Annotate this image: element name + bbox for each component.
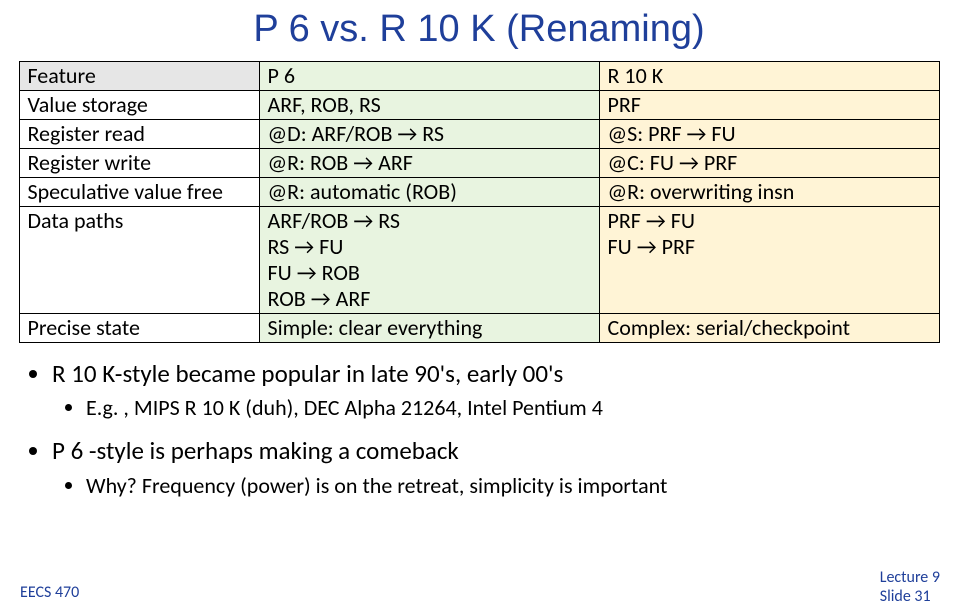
bullet-list: R 10 K-style became popular in late 90's… <box>18 357 940 502</box>
feature-cell: Register write <box>19 148 259 177</box>
table-row: Value storage ARF, ROB, RS PRF <box>19 90 939 119</box>
comparison-table: Feature P 6 R 10 K Value storage ARF, RO… <box>19 61 940 343</box>
table-row: Register write @R: ROB → ARF @C: FU → PR… <box>19 148 939 177</box>
r10k-cell: @R: overwriting insn <box>599 177 939 206</box>
bullet-text: R 10 K-style became popular in late 90's… <box>52 358 563 389</box>
bullet-item: P 6 -style is perhaps making a comeback … <box>52 434 940 502</box>
footer-lecture: Lecture 9 <box>880 569 940 587</box>
col-header-r10k: R 10 K <box>599 62 939 91</box>
r10k-cell: Complex: serial/checkpoint <box>599 313 939 342</box>
table-row: Feature P 6 R 10 K <box>19 62 939 91</box>
p6-cell: Simple: clear everything <box>259 313 599 342</box>
r10k-cell: @S: PRF → FU <box>599 119 939 148</box>
footer-slide-number: Slide 31 <box>880 588 940 606</box>
slide-title: P 6 vs. R 10 K (Renaming) <box>18 8 940 51</box>
table-row: Data paths ARF/ROB → RS RS → FU FU → ROB… <box>19 206 939 313</box>
p6-cell: @R: ROB → ARF <box>259 148 599 177</box>
footer-course: EECS 470 <box>20 583 79 602</box>
col-header-p6: P 6 <box>259 62 599 91</box>
feature-cell: Value storage <box>19 90 259 119</box>
r10k-cell: PRF → FU FU → PRF <box>599 206 939 313</box>
r10k-cell: @C: FU → PRF <box>599 148 939 177</box>
bullet-item: R 10 K-style became popular in late 90's… <box>52 357 940 425</box>
p6-cell: @R: automatic (ROB) <box>259 177 599 206</box>
feature-cell: Speculative value free <box>19 177 259 206</box>
p6-cell: @D: ARF/ROB → RS <box>259 119 599 148</box>
feature-cell: Register read <box>19 119 259 148</box>
p6-cell: ARF, ROB, RS <box>259 90 599 119</box>
table-row: Precise state Simple: clear everything C… <box>19 313 939 342</box>
sub-bullet-item: E.g. , MIPS R 10 K (duh), DEC Alpha 2126… <box>86 392 940 424</box>
table-row: Register read @D: ARF/ROB → RS @S: PRF →… <box>19 119 939 148</box>
col-header-feature: Feature <box>19 62 259 91</box>
feature-cell: Precise state <box>19 313 259 342</box>
table-row: Speculative value free @R: automatic (RO… <box>19 177 939 206</box>
bullet-text: P 6 -style is perhaps making a comeback <box>52 435 459 466</box>
footer-slide-info: Lecture 9 Slide 31 <box>880 569 940 606</box>
sub-bullet-item: Why? Frequency (power) is on the retreat… <box>86 470 940 502</box>
feature-cell: Data paths <box>19 206 259 313</box>
p6-cell: ARF/ROB → RS RS → FU FU → ROB ROB → ARF <box>259 206 599 313</box>
r10k-cell: PRF <box>599 90 939 119</box>
